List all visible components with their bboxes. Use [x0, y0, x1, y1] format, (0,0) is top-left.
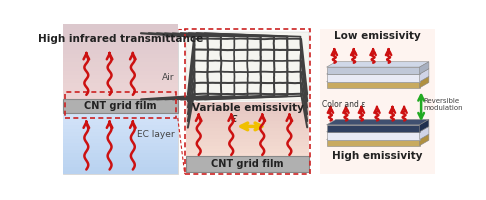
Polygon shape — [419, 134, 429, 146]
Polygon shape — [419, 69, 429, 82]
Bar — [186, 138, 309, 142]
Bar — [63, 142, 178, 146]
Bar — [186, 127, 309, 131]
Bar — [63, 78, 178, 83]
Bar — [186, 102, 309, 106]
Bar — [63, 114, 178, 118]
Polygon shape — [419, 62, 429, 74]
Bar — [186, 123, 309, 128]
Polygon shape — [327, 119, 429, 125]
Bar — [63, 128, 178, 132]
Polygon shape — [327, 69, 429, 74]
Bar — [63, 152, 178, 157]
Bar — [63, 104, 178, 108]
Bar — [63, 149, 178, 153]
Bar — [63, 49, 178, 54]
Bar — [63, 62, 178, 67]
Bar — [63, 99, 178, 104]
Polygon shape — [327, 126, 429, 132]
Bar — [63, 107, 178, 111]
Bar — [63, 66, 178, 71]
Polygon shape — [327, 62, 429, 67]
Bar — [63, 170, 178, 174]
Polygon shape — [327, 140, 419, 146]
Bar — [63, 86, 178, 91]
Bar — [63, 145, 178, 150]
Bar — [63, 111, 178, 115]
Polygon shape — [419, 126, 429, 140]
Text: EC layer: EC layer — [137, 130, 174, 139]
Text: CNT grid film: CNT grid film — [84, 101, 156, 111]
Bar — [63, 103, 178, 108]
Polygon shape — [327, 125, 419, 132]
Bar — [63, 24, 178, 29]
Bar — [63, 125, 178, 129]
Text: Low emissivity: Low emissivity — [334, 31, 421, 41]
Polygon shape — [419, 119, 429, 132]
Polygon shape — [327, 82, 419, 88]
Bar — [63, 99, 178, 113]
Bar — [63, 29, 178, 174]
Bar — [63, 166, 178, 171]
Bar — [186, 152, 309, 156]
Bar — [186, 141, 309, 146]
Bar — [63, 45, 178, 50]
Bar — [63, 37, 178, 42]
Bar — [63, 58, 178, 62]
Bar — [63, 163, 178, 167]
Bar — [63, 53, 178, 58]
Bar — [186, 116, 309, 121]
Bar — [186, 134, 309, 139]
Bar — [63, 33, 178, 38]
Text: High emissivity: High emissivity — [332, 151, 423, 161]
Bar — [186, 120, 309, 124]
Bar — [186, 113, 309, 117]
Bar — [63, 135, 178, 139]
Polygon shape — [327, 134, 429, 140]
Text: Air: Air — [162, 73, 174, 82]
Text: Variable emissivity: Variable emissivity — [191, 103, 303, 113]
Polygon shape — [327, 67, 419, 74]
Bar — [63, 95, 178, 100]
Bar — [63, 132, 178, 136]
Bar — [186, 131, 309, 135]
Bar — [186, 32, 309, 101]
Text: ε: ε — [230, 112, 237, 125]
Bar — [63, 121, 178, 125]
Bar — [63, 159, 178, 164]
Bar — [63, 29, 178, 34]
Bar — [185, 29, 310, 174]
Bar — [186, 156, 309, 172]
Polygon shape — [327, 74, 419, 82]
Text: High infrared transmittance: High infrared transmittance — [38, 34, 203, 44]
Bar — [63, 139, 178, 143]
Bar — [65, 92, 176, 118]
Bar — [186, 109, 309, 114]
Text: CNT grid film: CNT grid film — [211, 159, 284, 169]
Bar — [186, 106, 309, 110]
Bar — [63, 74, 178, 79]
Polygon shape — [419, 76, 429, 88]
Bar — [63, 156, 178, 160]
Bar — [63, 41, 178, 46]
Bar — [63, 118, 178, 122]
Bar — [63, 70, 178, 75]
Bar — [186, 145, 309, 149]
Polygon shape — [327, 76, 429, 82]
Bar — [186, 149, 309, 153]
Text: Color and ε: Color and ε — [322, 100, 365, 109]
Polygon shape — [327, 132, 419, 140]
Bar — [63, 91, 178, 96]
Bar — [63, 82, 178, 87]
Bar — [320, 29, 435, 174]
Text: Reversible
modulation: Reversible modulation — [423, 98, 463, 111]
